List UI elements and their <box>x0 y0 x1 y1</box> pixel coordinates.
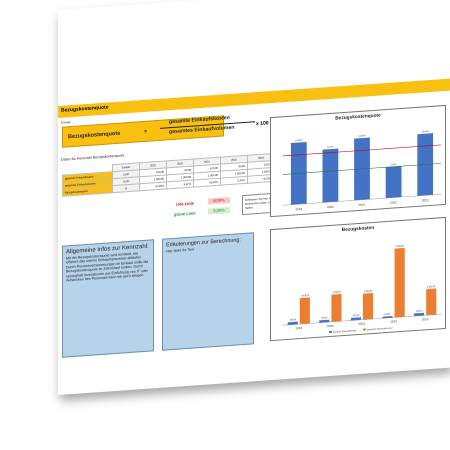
table-cell[interactable]: 10,00% <box>139 181 167 191</box>
data-label: 10,00% <box>358 135 365 138</box>
data-label: 1.000,00 <box>301 295 310 298</box>
info-text: Mit der Bezugskostenquote wird ermittelt… <box>66 251 149 283</box>
green-line-label: grüne Linie <box>174 210 196 217</box>
row-unit[interactable]: % <box>112 183 140 193</box>
bar <box>299 297 310 325</box>
legend-label: gesamtes Einkaufvolumen <box>367 327 393 332</box>
data-label: 60,00 <box>385 314 391 316</box>
x-tick-label: 2022 <box>390 319 397 323</box>
bar <box>319 319 330 323</box>
x-tick-label: 2019 <box>295 326 302 330</box>
data-label: 1.000,00 <box>427 286 436 289</box>
bar <box>322 148 339 203</box>
formula-equals: = <box>144 128 147 135</box>
bar <box>426 288 437 316</box>
bar <box>350 317 362 321</box>
legend-swatch <box>329 330 332 334</box>
x-tick-label: 2021 <box>359 321 366 325</box>
data-label: 5,00% <box>391 164 397 166</box>
table-cell[interactable]: 5,00% <box>220 176 248 186</box>
info-box[interactable]: Allgemeine Infos zur Kennzahl: Mit der B… <box>62 239 154 358</box>
chart-quote-svg: 10,00% 2019 8,57% 2020 10,00% 2021 5,00% 2022 10… <box>283 131 441 211</box>
data-label: 100,00 <box>289 319 296 322</box>
data-label: 2.650,00 <box>395 245 404 248</box>
bar <box>414 312 425 317</box>
red-reference-line <box>283 144 441 157</box>
bar <box>394 247 405 318</box>
green-reference-line <box>283 163 441 175</box>
bar <box>382 316 393 319</box>
data-label: 1.000,00 <box>364 290 373 293</box>
chart-quote[interactable]: Bezugskostenquote 10,00% 2019 8,57% 2020 10,… <box>270 104 446 218</box>
data-label: 10,00% <box>295 140 302 143</box>
table-caption: Daten für Kennzahl Bezugskostenquote <box>61 153 125 162</box>
x-tick-label: 2020 <box>327 205 334 209</box>
data-label: 10,00% <box>421 131 428 134</box>
x-tick-label: 2023 <box>422 198 429 202</box>
bar <box>287 321 298 325</box>
bar <box>385 166 402 199</box>
data-label: 8,57% <box>327 146 333 148</box>
formula-multiplier: x 100 <box>256 120 269 128</box>
x-tick-label: 2019 <box>295 207 302 211</box>
calc-box[interactable]: Erläuterungen zur Berechnung: Hier steht… <box>162 232 254 351</box>
x-tick-label: 2023 <box>422 317 429 321</box>
legend-label: gesamte Einkaufskosten <box>333 329 358 334</box>
bar <box>363 292 374 320</box>
x-tick-label: 2020 <box>327 324 334 328</box>
data-label: 100,00 <box>353 315 360 318</box>
legend-swatch <box>363 328 366 331</box>
green-line-value[interactable]: 5,00% <box>208 206 230 215</box>
chart-costs-svg: 100,00 1.000,00 2019 90,00 1.050,00 2020 100,0… <box>283 245 441 334</box>
chart-costs[interactable]: Bezugskosten 100,00 1.000,00 2019 90,00 1.05… <box>270 216 446 342</box>
red-line-value[interactable]: 8,00% <box>208 196 230 205</box>
data-label: 1.050,00 <box>332 291 341 294</box>
bar <box>331 293 342 322</box>
data-label: 90,00 <box>322 317 328 319</box>
x-tick-label: 2021 <box>359 202 366 206</box>
spreadsheet-page: Bezugskostenquote Formel Bezugskostenquo… <box>58 0 450 396</box>
data-label: 100,00 <box>416 310 423 313</box>
formula-label: Formel <box>61 120 71 125</box>
x-tick-label: 2022 <box>390 200 397 204</box>
table-cell[interactable]: 10,00% <box>193 178 221 188</box>
table-cell[interactable]: 8,57% <box>166 180 194 189</box>
red-line-label: rote Linie <box>176 200 195 207</box>
